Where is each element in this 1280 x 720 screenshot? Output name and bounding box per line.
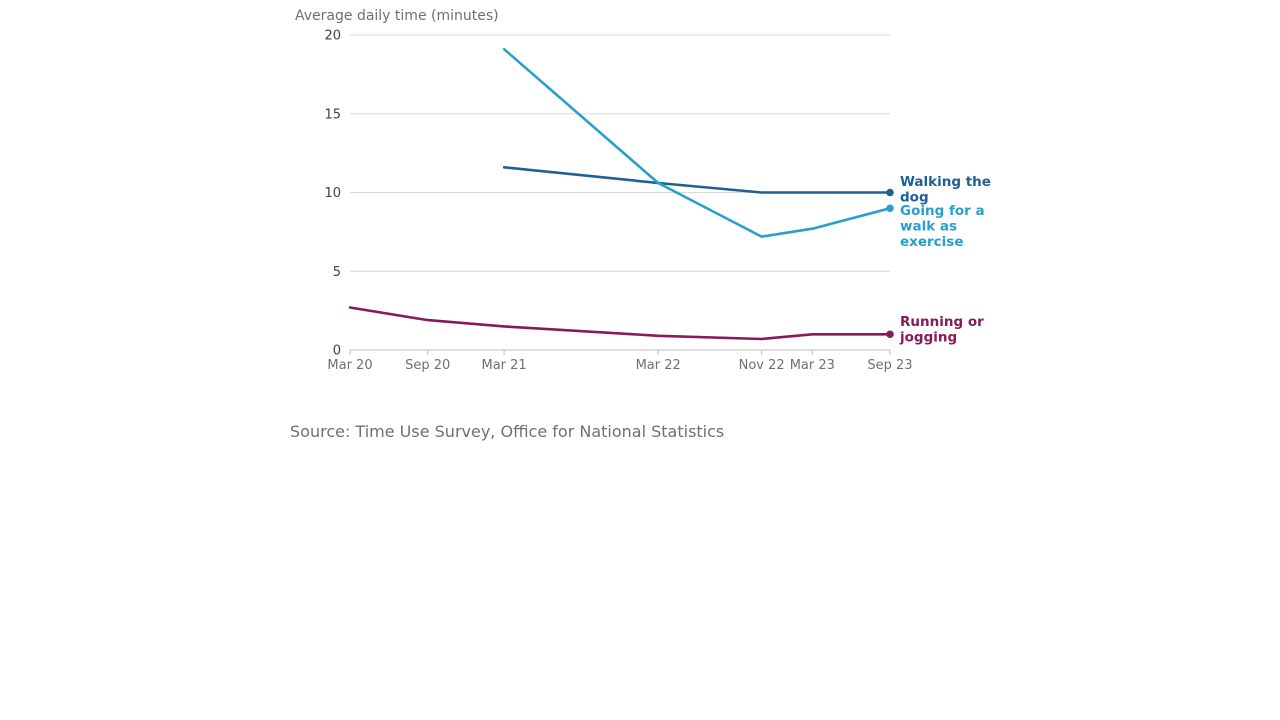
x-tick-label: Mar 20 xyxy=(327,358,372,373)
series-label-running-or-jogging: Running or jogging xyxy=(899,314,984,346)
y-tick-label: 0 xyxy=(333,344,341,359)
series-end-point-running-or-jogging xyxy=(886,330,894,339)
source-note: Source: Time Use Survey, Office for Nati… xyxy=(290,422,725,441)
x-tick-label: Sep 23 xyxy=(867,358,912,373)
series-label-walking-the-dog: Walking the dog xyxy=(900,174,991,206)
series-line-running-or-jogging xyxy=(348,306,892,341)
y-tick-label: 10 xyxy=(324,186,341,201)
x-axis-ticks: Mar 20 Sep 20 Mar 21 Mar 22 Nov 22 Mar 23 Sep … xyxy=(327,350,913,373)
x-tick-label: Nov 22 xyxy=(739,358,785,373)
series-line-walking-the-dog xyxy=(502,166,892,194)
y-tick-label: 5 xyxy=(333,265,341,280)
x-tick-label: Mar 21 xyxy=(482,358,527,373)
y-tick-label: 20 xyxy=(324,29,341,44)
y-tick-label: 15 xyxy=(324,107,341,122)
series-lines xyxy=(348,47,894,341)
series-label-going-for-a-walk-as-exercise: Going for a walk as exercise xyxy=(900,203,985,250)
series-end-point-going-for-a-walk-as-exercise xyxy=(886,204,894,213)
series-line-going-for-a-walk-as-exercise xyxy=(502,47,892,238)
line-chart: Average daily time (minutes) 0 5 10 15 20 Ma… xyxy=(295,8,991,373)
x-tick-label: Mar 23 xyxy=(790,358,835,373)
series-end-point-walking-the-dog xyxy=(886,188,894,197)
x-tick-label: Sep 20 xyxy=(405,358,450,373)
y-axis-title: Average daily time (minutes) xyxy=(295,8,499,24)
x-tick-label: Mar 22 xyxy=(636,358,681,373)
y-axis-ticks: 0 5 10 15 20 xyxy=(324,29,341,359)
